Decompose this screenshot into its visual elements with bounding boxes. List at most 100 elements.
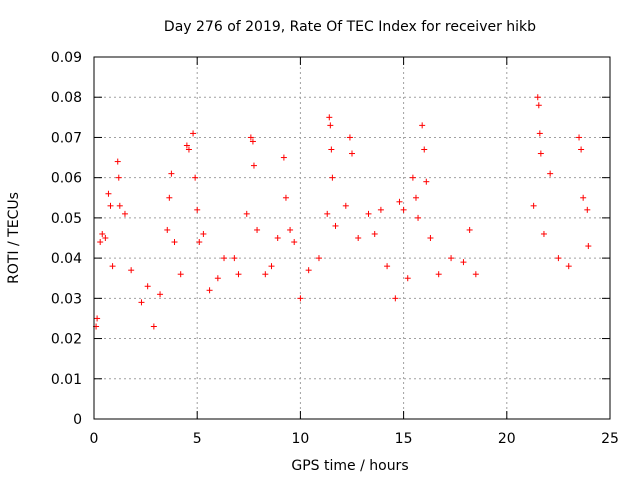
data-point (247, 134, 254, 141)
data-point (200, 230, 207, 237)
data-point (576, 134, 583, 141)
data-point (144, 283, 151, 290)
data-point (97, 239, 104, 246)
y-axis-title: ROTI / TECUs (6, 192, 22, 284)
data-point (365, 210, 372, 217)
data-point (415, 214, 422, 221)
data-point (537, 150, 544, 157)
data-point (128, 267, 135, 274)
y-tick-label: 0.04 (51, 251, 82, 267)
grid-lines (94, 57, 610, 419)
data-point (427, 235, 434, 241)
data-point (291, 239, 298, 246)
data-point (235, 271, 242, 278)
data-point (396, 198, 403, 205)
data-point (282, 194, 289, 201)
data-point (221, 255, 228, 262)
data-point (171, 239, 178, 246)
data-point (231, 255, 238, 262)
data-point (565, 263, 572, 270)
data-point (99, 230, 106, 237)
data-point (287, 226, 294, 233)
data-point (384, 263, 391, 270)
data-point (280, 154, 287, 161)
data-point (185, 146, 192, 153)
data-point (268, 263, 275, 270)
data-point (578, 146, 585, 153)
data-point (243, 210, 250, 217)
x-tick-label: 5 (193, 431, 202, 447)
data-point (371, 230, 378, 237)
data-point (580, 194, 587, 201)
data-point (530, 202, 537, 209)
x-tick-labels: 0 5 10 15 20 25 (90, 431, 619, 447)
data-point (448, 255, 455, 262)
data-point (168, 170, 175, 177)
plot-frame (93, 56, 611, 420)
data-point (584, 206, 591, 213)
data-point (109, 263, 116, 270)
data-point (190, 130, 197, 137)
data-point (183, 142, 190, 149)
data-point (326, 114, 333, 121)
data-point (196, 239, 203, 246)
data-point (114, 158, 121, 165)
axis-ticks (93, 56, 611, 420)
y-tick-label: 0.02 (51, 332, 82, 348)
y-tick-label: 0.03 (51, 291, 82, 307)
data-point (274, 235, 281, 241)
data-point (262, 271, 269, 278)
data-point (342, 202, 349, 209)
data-point (192, 174, 199, 181)
data-point (194, 206, 201, 213)
data-point (107, 202, 114, 209)
data-point (297, 295, 304, 302)
data-point (116, 202, 123, 209)
data-point (214, 275, 221, 282)
data-point (400, 206, 407, 213)
data-point (250, 162, 257, 169)
y-tick-label: 0.08 (51, 90, 82, 106)
data-point (435, 271, 442, 278)
data-point (94, 315, 101, 322)
data-point (315, 255, 322, 262)
x-tick-label: 20 (498, 431, 516, 447)
data-point (105, 190, 112, 197)
data-point (412, 194, 419, 201)
data-point (328, 146, 335, 153)
data-point (534, 94, 541, 101)
y-tick-label: 0.06 (51, 171, 82, 187)
data-point (157, 291, 164, 298)
x-tick-label: 25 (601, 431, 619, 447)
data-point (254, 226, 261, 233)
data-point (166, 194, 173, 201)
data-point (585, 243, 592, 250)
data-points (93, 94, 592, 330)
x-tick-label: 10 (291, 431, 309, 447)
data-point (177, 271, 184, 278)
data-point (423, 178, 430, 185)
data-point (324, 210, 331, 217)
data-point (377, 206, 384, 213)
data-point (547, 170, 554, 177)
data-point (138, 299, 145, 306)
data-point (540, 230, 547, 237)
data-point (535, 102, 542, 109)
data-point (305, 267, 312, 274)
x-axis-title: GPS time / hours (291, 458, 408, 474)
data-point (536, 130, 543, 137)
data-point (555, 255, 562, 262)
data-point (466, 226, 473, 233)
chart-title: Day 276 of 2019, Rate Of TEC Index for r… (164, 19, 536, 35)
data-point (346, 134, 353, 141)
data-point (206, 287, 213, 294)
data-point (329, 174, 336, 181)
y-tick-label: 0.07 (51, 130, 82, 146)
data-point (419, 122, 426, 129)
data-point (392, 295, 399, 302)
data-point (150, 323, 157, 330)
y-tick-label: 0.05 (51, 211, 82, 227)
data-point (472, 271, 479, 278)
data-point (460, 259, 467, 266)
